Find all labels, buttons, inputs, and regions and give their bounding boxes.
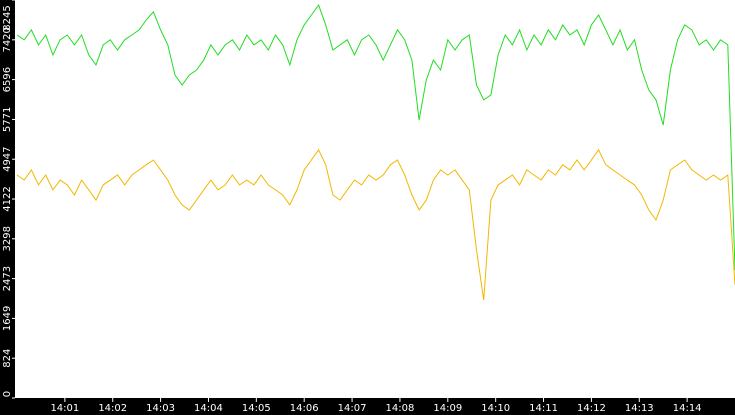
x-tick-label: 14:05 (242, 403, 271, 414)
x-tick-label: 14:03 (146, 403, 175, 414)
y-tick-label: 3298 (2, 226, 13, 251)
y-tick-label: 4122 (2, 186, 13, 211)
y-axis-bar (0, 0, 15, 415)
x-tick-label: 14:08 (386, 403, 415, 414)
series-line (16, 4, 735, 271)
y-tick-label: 824 (2, 349, 13, 368)
x-axis-bar (0, 398, 735, 415)
x-tick-label: 14:12 (577, 403, 606, 414)
y-tick-label: 6596 (2, 67, 13, 92)
x-tick-label: 14:04 (194, 403, 223, 414)
y-tick-label: 8245 (2, 5, 13, 30)
series-line (16, 148, 735, 301)
x-tick-label: 14:14 (673, 403, 702, 414)
y-tick-label: 5771 (2, 107, 13, 132)
y-tick-label: 0 (2, 391, 13, 397)
y-tick-label: 1649 (2, 306, 13, 331)
y-tick-label: 2473 (2, 266, 13, 291)
x-tick-label: 14:09 (433, 403, 462, 414)
x-tick-label: 14:07 (338, 403, 367, 414)
x-tick-label: 14:01 (50, 403, 79, 414)
x-tick-label: 14:06 (290, 403, 319, 414)
x-tick-label: 14:11 (529, 403, 558, 414)
x-tick-label: 14:10 (481, 403, 510, 414)
x-tick-label: 14:13 (625, 403, 654, 414)
y-tick-label: 7420 (2, 27, 13, 52)
y-tick-label: 4947 (2, 146, 13, 171)
x-tick-label: 14:02 (98, 403, 127, 414)
